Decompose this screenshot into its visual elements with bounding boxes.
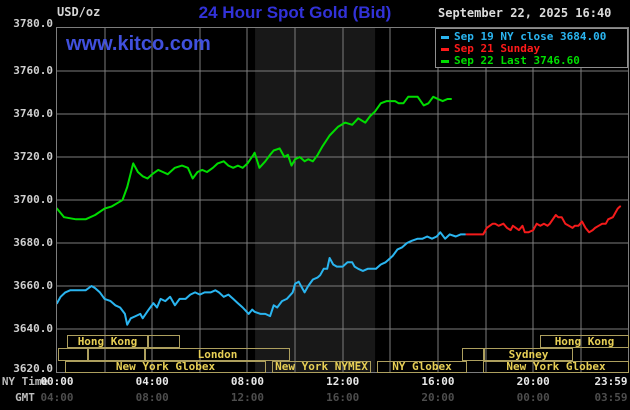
x-axis-tick: 04:00	[40, 391, 74, 404]
session-box-london: London	[145, 348, 290, 361]
x-axis-tick: 08:00	[230, 375, 265, 388]
legend-swatch	[441, 59, 449, 63]
session-box-new-york-nymex: New York NYMEX	[272, 361, 371, 373]
chart-title: 24 Hour Spot Gold (Bid)	[198, 3, 392, 22]
x-axis-tick: 20:00	[516, 375, 550, 388]
session-box	[58, 348, 88, 361]
series-line-2	[57, 95, 452, 221]
legend-swatch	[441, 47, 449, 51]
y-axis-tick: 3660.0	[13, 279, 53, 292]
session-box-sydney: Sydney	[484, 348, 573, 361]
legend-item: Sep 21 Sunday	[441, 43, 627, 55]
legend-item: Sep 19 NY close 3684.00	[441, 31, 627, 43]
x-axis-tick: 00:00	[516, 391, 550, 404]
y-axis-tick: 3780.0	[13, 17, 53, 30]
y-axis-tick: 3700.0	[13, 193, 53, 206]
chart-datetime: September 22, 2025 16:40	[438, 6, 612, 20]
plot-area	[56, 27, 629, 373]
legend: Sep 19 NY close 3684.00 Sep 21 Sunday Sep …	[435, 28, 628, 68]
session-box-new-york-globex: New York Globex	[483, 361, 629, 373]
legend-label: Sep 22 Last 3746.60	[454, 54, 580, 67]
x-axis-tick: 12:00	[326, 375, 360, 388]
session-box-ny-globex: NY Globex	[377, 361, 467, 373]
y-axis-tick: 3640.0	[13, 322, 53, 335]
gridlines	[57, 28, 628, 372]
legend-swatch	[441, 35, 449, 39]
series-line-1	[465, 205, 622, 236]
y-axis-tick: 3620.0	[13, 362, 53, 375]
x-axis-tick: 04:00	[135, 375, 169, 388]
chart-canvas	[57, 28, 628, 372]
session-box	[462, 348, 484, 361]
session-box	[88, 348, 145, 361]
legend-label: Sep 21 Sunday	[454, 42, 541, 55]
x-axis-tick: 16:00	[421, 375, 455, 388]
x-axis-tick: 23:59	[594, 375, 628, 388]
session-box-new-york-globex: New York Globex	[65, 361, 266, 373]
x-axis-row-label: NY Time	[1, 375, 49, 388]
x-axis-tick: 03:59	[594, 391, 628, 404]
y-axis-units-label: USD/oz	[57, 5, 101, 19]
legend-label: Sep 19 NY close 3684.00	[454, 30, 607, 43]
y-axis-tick: 3740.0	[13, 107, 53, 120]
x-axis-tick: 00:00	[40, 375, 74, 388]
session-box-hong-kong: Hong Kong	[540, 335, 629, 348]
kitco-watermark: www.kitco.com	[66, 33, 211, 55]
y-axis-tick: 3760.0	[13, 64, 53, 77]
x-axis-row-label: GMT	[15, 391, 35, 404]
session-box-hong-kong: Hong Kong	[67, 335, 148, 348]
x-axis-tick: 20:00	[421, 391, 455, 404]
y-axis-tick: 3720.0	[13, 150, 53, 163]
y-axis-tick: 3680.0	[13, 236, 53, 249]
series-line-0	[57, 231, 467, 326]
session-box	[148, 335, 180, 348]
legend-item: Sep 22 Last 3746.60	[441, 55, 627, 67]
x-axis-tick: 08:00	[135, 391, 169, 404]
x-axis-tick: 16:00	[326, 391, 360, 404]
x-axis-tick: 12:00	[230, 391, 265, 404]
